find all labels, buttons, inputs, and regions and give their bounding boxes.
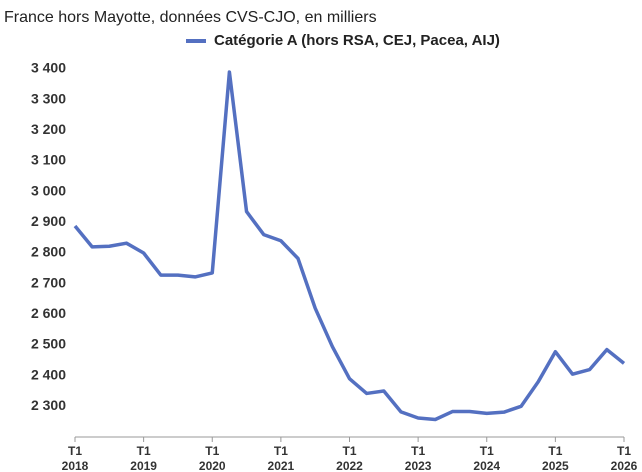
y-tick-label: 3 200 [31,121,66,137]
x-tick-label: T1 2024 [473,444,500,472]
y-tick-label: 3 100 [31,152,66,168]
x-tick-label: T1 2021 [268,444,295,472]
x-tick-label: T1 2022 [336,444,363,472]
x-tick-label: T1 2026 [611,444,638,472]
y-tick-label: 2 900 [31,213,66,229]
chart-subtitle: France hors Mayotte, données CVS-CJO, en… [4,9,377,26]
y-tick-label: 3 300 [31,90,66,106]
x-tick-label: T1 2025 [542,444,569,472]
legend-label: Catégorie A (hors RSA, CEJ, Pacea, AIJ) [214,32,500,49]
y-tick-label: 2 300 [31,397,66,413]
y-tick-label: 2 600 [31,305,66,321]
x-tick-label: T1 2020 [199,444,226,472]
y-tick-label: 2 700 [31,274,66,290]
y-tick-label: 2 400 [31,366,66,382]
x-tick-label: T1 2023 [405,444,432,472]
y-tick-label: 3 400 [31,60,66,76]
x-tick-label: T1 2018 [62,444,89,472]
y-tick-label: 2 800 [31,244,66,260]
x-tick-label: T1 2019 [130,444,157,472]
data-line [73,70,626,422]
y-tick-label: 3 000 [31,182,66,198]
y-tick-label: 2 500 [31,336,66,352]
